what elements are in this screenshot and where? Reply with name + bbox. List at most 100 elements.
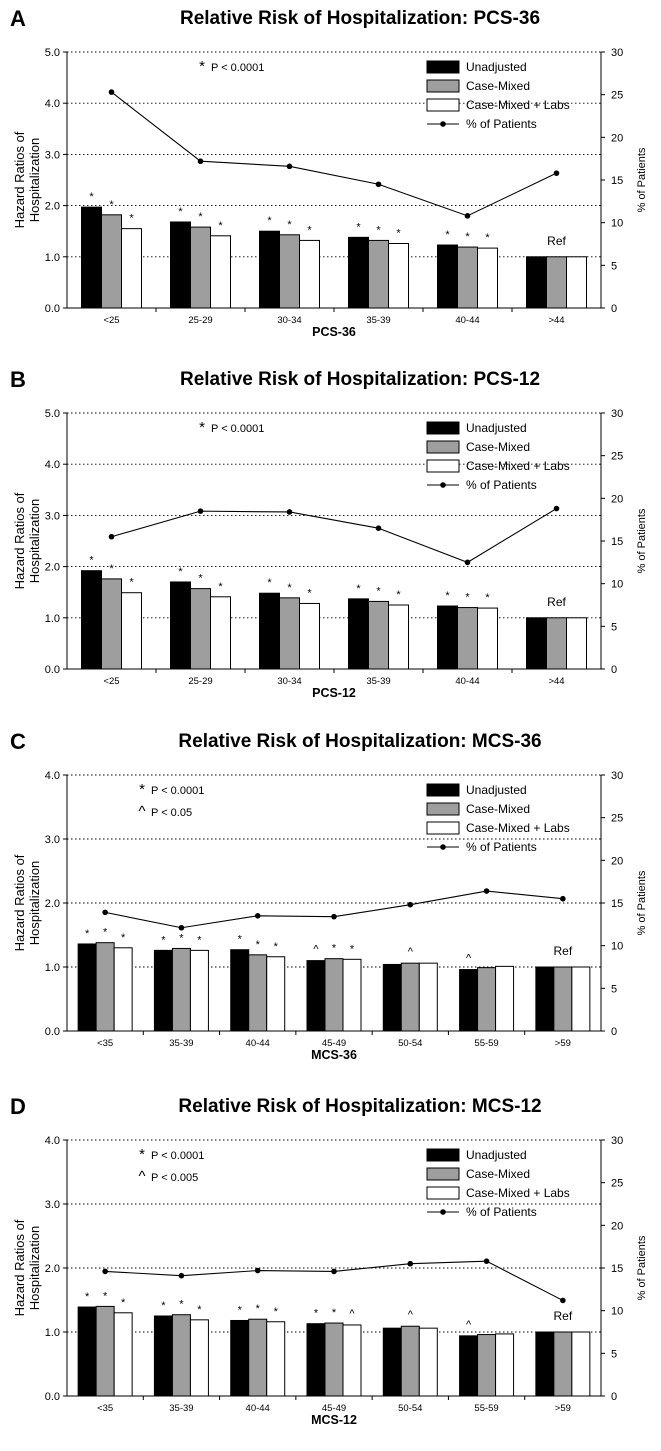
- significance-marker: *: [485, 232, 490, 244]
- legend-label: Case-Mixed + Labs: [466, 821, 570, 835]
- bar-unadjusted: [81, 206, 102, 309]
- significance-marker: *: [376, 224, 381, 236]
- y2-tick-label: 25: [611, 451, 623, 463]
- bar-case-mixed-labs: [495, 965, 515, 1032]
- y2-tick-label: 10: [611, 1306, 623, 1318]
- note-symbol: *: [139, 781, 145, 798]
- chart-title: Relative Risk of Hospitalization: PCS-36: [180, 8, 540, 29]
- y-axis-title: Hospitalization: [27, 861, 42, 946]
- bar-case-mixed: [546, 256, 567, 309]
- x-axis-title: MCS-36: [311, 1048, 357, 1062]
- significance-marker: *: [465, 592, 470, 604]
- x-tick-label: <35: [97, 1403, 113, 1414]
- significance-marker: *: [197, 934, 202, 946]
- panel-letter: C: [10, 729, 26, 754]
- patients-line: [105, 1260, 564, 1301]
- y2-tick-label: 25: [611, 813, 623, 825]
- patients-point: [464, 213, 471, 219]
- bar-unadjusted: [535, 1331, 555, 1397]
- significance-marker: *: [485, 592, 490, 604]
- significance-marker: *: [198, 211, 203, 223]
- patients-point: [375, 525, 382, 531]
- bar-unadjusted: [437, 244, 458, 309]
- y-tick-label: 3.0: [45, 149, 60, 161]
- significance-marker: ^: [349, 1308, 355, 1320]
- patients-point: [102, 909, 108, 916]
- significance-marker: *: [465, 231, 470, 243]
- y2-tick-label: 5: [611, 260, 617, 272]
- significance-marker: *: [307, 587, 312, 599]
- legend-swatch: [426, 440, 460, 454]
- patients-point: [254, 1267, 261, 1274]
- legend-label: Case-Mixed: [466, 802, 530, 816]
- y-tick-label: 0.0: [45, 303, 60, 315]
- patients-point: [553, 505, 560, 512]
- patients-line: [111, 91, 557, 217]
- bar-unadjusted: [459, 969, 479, 1032]
- y2-axis-title: % of Patients: [636, 508, 648, 573]
- bar-unadjusted: [382, 1327, 402, 1397]
- y2-tick-label: 15: [611, 175, 623, 187]
- chart-title: Relative Risk of Hospitalization: MCS-36: [178, 731, 541, 752]
- bar-case-mixed: [171, 947, 191, 1032]
- legend-label: Unadjusted: [466, 60, 527, 74]
- bar-case-mixed-labs: [266, 956, 286, 1032]
- x-tick-label: 30-34: [277, 676, 301, 687]
- significance-marker: *: [307, 224, 312, 236]
- significance-marker: *: [85, 1291, 90, 1303]
- x-tick-label: >44: [548, 315, 564, 326]
- bar-unadjusted: [170, 581, 191, 670]
- bar-case-mixed-labs: [477, 247, 498, 309]
- bar-case-mixed: [457, 246, 478, 309]
- bar-case-mixed: [477, 1334, 497, 1397]
- patients-point: [331, 913, 337, 920]
- y2-tick-label: 5: [611, 1348, 617, 1360]
- bar-case-mixed-labs: [388, 242, 409, 309]
- bar-case-mixed-labs: [299, 239, 320, 309]
- bar-case-mixed: [248, 954, 268, 1032]
- significance-marker: *: [198, 573, 203, 585]
- significance-marker: *: [103, 1290, 108, 1302]
- x-tick-label: >59: [555, 1038, 571, 1049]
- bar-case-mixed: [368, 239, 389, 309]
- legend-swatch: [426, 783, 460, 797]
- patients-point: [407, 901, 414, 908]
- y-tick-label: 0.0: [45, 1026, 60, 1038]
- y-tick-label: 2.0: [45, 201, 60, 213]
- y-tick-label: 2.0: [45, 1263, 60, 1275]
- y2-tick-label: 5: [611, 983, 617, 995]
- bar-unadjusted: [153, 1315, 173, 1397]
- panel-letter: D: [10, 1094, 26, 1119]
- chart-panel-a: A Relative Risk of Hospitalization: PCS-3…: [10, 6, 648, 339]
- significance-marker: *: [179, 932, 184, 944]
- x-tick-label: <25: [103, 676, 119, 687]
- y-tick-label: 1.0: [45, 252, 60, 264]
- bar-unadjusted: [259, 592, 280, 670]
- significance-marker: *: [274, 941, 279, 953]
- significance-marker: *: [267, 577, 272, 589]
- significance-marker: *: [256, 939, 261, 951]
- significance-marker: *: [197, 1304, 202, 1316]
- legend-marker: [440, 121, 446, 127]
- bar-case-mixed: [101, 578, 122, 670]
- bar-case-mixed-labs: [566, 256, 587, 309]
- bar-case-mixed: [553, 966, 573, 1032]
- y2-tick-label: 20: [611, 855, 623, 867]
- bar-case-mixed: [457, 607, 478, 670]
- significance-marker: *: [89, 555, 94, 567]
- note-text: P < 0.0001: [151, 785, 204, 797]
- bar-case-mixed: [477, 967, 497, 1032]
- legend-swatch: [426, 1167, 460, 1181]
- chart-panel-b: B Relative Risk of Hospitalization: PCS-1…: [10, 367, 648, 700]
- x-tick-label: 40-44: [455, 676, 479, 687]
- patients-point: [375, 181, 382, 188]
- y-axis-title: Hospitalization: [27, 138, 42, 223]
- patients-point: [560, 895, 566, 902]
- significance-marker: *: [161, 934, 166, 946]
- y2-tick-label: 15: [611, 898, 623, 910]
- x-tick-label: 50-54: [398, 1403, 422, 1414]
- significance-marker: ^: [408, 946, 414, 958]
- note-symbol: *: [139, 1146, 145, 1163]
